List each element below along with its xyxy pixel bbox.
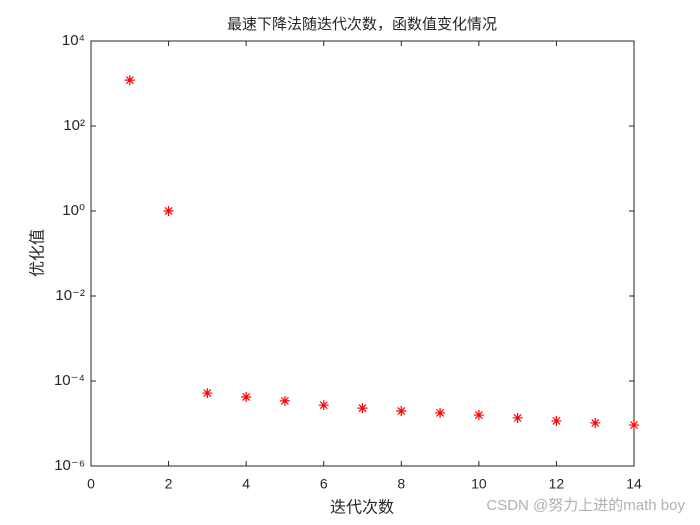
point xyxy=(279,395,290,406)
x-tick-label: 8 xyxy=(397,476,405,492)
y-tick-label: 10⁰ xyxy=(62,202,85,219)
y-tick-label: 10⁴ xyxy=(62,32,85,49)
y-tick-label: 10⁻⁶ xyxy=(54,457,85,474)
x-tick-label: 2 xyxy=(165,476,173,492)
point xyxy=(629,420,639,431)
x-tick-label: 4 xyxy=(242,476,250,492)
x-tick-label: 0 xyxy=(87,476,95,492)
y-tick-label: 10⁻² xyxy=(55,287,85,304)
plot-box xyxy=(90,40,635,467)
chart-title: 最速下降法随迭代次数，函数值变化情况 xyxy=(227,15,497,33)
x-tick-label: 6 xyxy=(320,476,328,492)
point xyxy=(163,206,174,216)
point xyxy=(551,415,562,426)
point xyxy=(396,405,407,416)
point xyxy=(590,417,601,428)
y-tick-label: 10⁻⁴ xyxy=(54,372,85,389)
point xyxy=(357,403,368,414)
point xyxy=(435,407,446,418)
point xyxy=(241,392,252,403)
x-axis-label: 迭代次数 xyxy=(330,498,394,517)
x-tick-label: 10 xyxy=(471,476,487,492)
point xyxy=(202,388,213,399)
watermark: CSDN @努力上进的math boy xyxy=(486,497,685,514)
point xyxy=(318,400,329,411)
x-tick-label: 14 xyxy=(626,476,642,492)
point xyxy=(124,75,135,86)
y-axis-label: 优化值 xyxy=(28,229,47,277)
point xyxy=(473,410,484,421)
x-tick-label: 12 xyxy=(549,476,565,492)
y-tick-label: 10² xyxy=(63,117,85,134)
point xyxy=(512,412,523,423)
